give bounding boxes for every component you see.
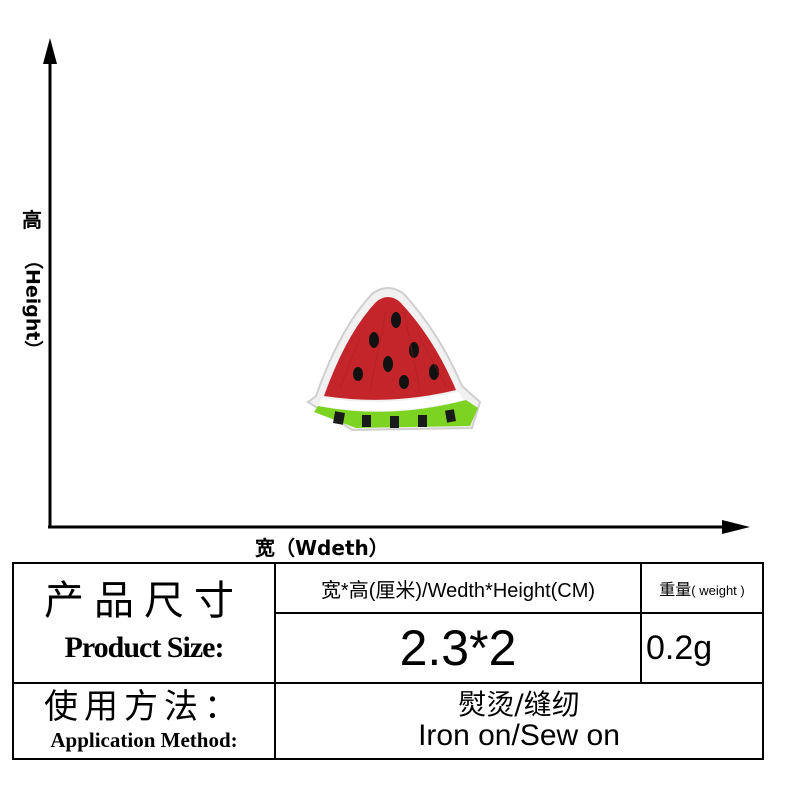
dimension-axes (43, 38, 750, 534)
weight-header: 重量( weight ) (640, 562, 764, 614)
width-axis-label: 宽（Wdeth） (255, 536, 389, 560)
rind-stripes (333, 409, 456, 428)
method-value-zh: 熨烫/缝纫 (458, 687, 580, 721)
weight-value: 0.2g (640, 612, 764, 684)
method-label-cell: 使用方法： Application Method: (12, 682, 276, 760)
width-axis-arrowhead (722, 520, 750, 534)
rind-white (318, 392, 464, 411)
watermelon-seeds (353, 312, 439, 389)
product-size-label-cell: 产品尺寸 Product Size: (12, 562, 276, 684)
watermelon-patch-image (306, 287, 482, 432)
method-label-en: Application Method: (50, 727, 238, 752)
height-axis-label: 高 （Height） (14, 210, 50, 360)
height-axis-arrowhead (43, 38, 57, 64)
size-value: 2.3*2 (274, 612, 642, 684)
product-size-label-en: Product Size: (64, 631, 225, 664)
product-spec-table: 产品尺寸 Product Size: 宽*高(厘米)/Wedth*Height(… (12, 562, 764, 760)
rind-green (314, 400, 478, 428)
stitch-texture (339, 311, 447, 391)
weight-header-en: ( weight ) (691, 583, 745, 598)
height-label-zh: 高 (22, 208, 42, 232)
height-label-en: （Height） (21, 250, 44, 360)
method-label-zh: 使用方法： (44, 686, 244, 727)
product-size-label-zh: 产品尺寸 (44, 578, 244, 624)
weight-header-zh: 重量 (659, 582, 692, 599)
method-value-cell: 熨烫/缝纫 Iron on/Sew on (274, 682, 764, 760)
size-header: 宽*高(厘米)/Wedth*Height(CM) (274, 562, 642, 614)
method-value-en: Iron on/Sew on (418, 718, 620, 752)
